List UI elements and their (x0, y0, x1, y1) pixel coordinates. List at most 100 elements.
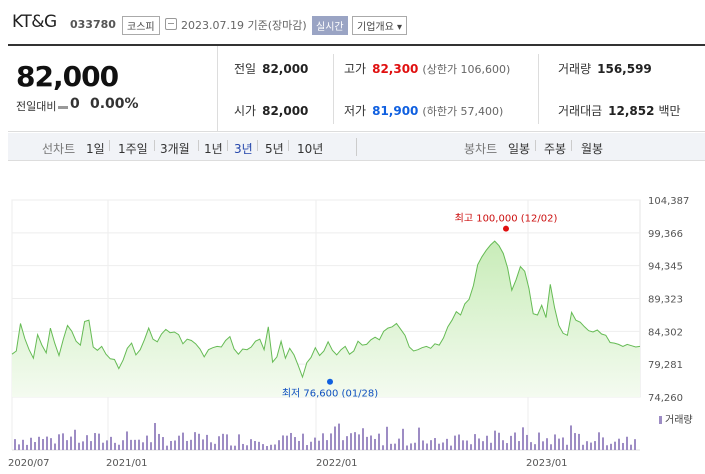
volume-bar (194, 432, 196, 450)
volume-bar (206, 434, 208, 450)
volume-bar (362, 428, 364, 450)
volume-bar (582, 444, 584, 450)
volume-bar (242, 443, 244, 450)
volume-bar (294, 437, 296, 450)
volume-bar (554, 434, 556, 450)
volume-bar (618, 438, 620, 450)
period-5y[interactable]: 5년 (265, 142, 284, 156)
high-marker (503, 225, 509, 232)
volume-bar (106, 440, 108, 450)
volume-bar (78, 442, 80, 450)
period-weekly[interactable]: 주봉 (544, 142, 567, 156)
volume-bar (202, 439, 204, 450)
volume-bar (22, 439, 24, 450)
volume-bar (326, 440, 328, 450)
price-area (12, 241, 640, 397)
volume-bar (538, 432, 540, 450)
company-overview-button[interactable]: 기업개요 ▾ (352, 16, 407, 35)
y-tick-label: 104,387 (648, 196, 689, 207)
volume-bar (482, 441, 484, 450)
volume-bar (506, 443, 508, 450)
period-1d[interactable]: 1일 (86, 142, 105, 156)
volume-bar (510, 435, 512, 450)
volume-bar (302, 433, 304, 450)
change-label: 전일대비 (16, 98, 70, 114)
volume-bar (90, 441, 92, 450)
volume-bar (390, 443, 392, 450)
volume-bar (514, 432, 516, 450)
volume-bar (602, 437, 604, 450)
volume-bar (338, 423, 340, 450)
period-monthly[interactable]: 월봉 (581, 142, 604, 156)
period-3y[interactable]: 3년 (234, 142, 253, 156)
realtime-button[interactable]: 실시간 (312, 16, 348, 35)
volume-bar (282, 435, 284, 450)
volume-bar (606, 445, 608, 450)
volume-bar (74, 429, 76, 450)
volume-bar (234, 445, 236, 450)
volume-bar (334, 426, 336, 450)
volume-bar (190, 439, 192, 450)
volume-bar (346, 436, 348, 450)
high-price: 고가 82,300 (상한가 106,600) (344, 62, 511, 76)
header-divider (8, 44, 705, 46)
volume-bar (426, 443, 428, 450)
volume-bar (306, 445, 308, 450)
period-10y[interactable]: 10년 (297, 142, 324, 156)
period-divider (571, 140, 572, 151)
volume-bar (66, 440, 68, 450)
period-divider (257, 140, 258, 151)
volume-bar (478, 438, 480, 450)
period-divider (154, 140, 155, 151)
volume-bar (230, 445, 232, 450)
volume-bar (454, 435, 456, 450)
volume-bar (70, 436, 72, 450)
volume-bar (490, 442, 492, 450)
volume-bar (274, 444, 276, 450)
period-divider (288, 140, 289, 151)
volume-bar (458, 434, 460, 450)
price-chart-svg: 104,387 99,366 94,345 89,323 84,302 79,281 74,… (8, 196, 693, 469)
volume-bar (150, 442, 152, 450)
market-badge: 코스피 (122, 16, 160, 35)
x-tick-label: 2021/01 (106, 458, 148, 469)
price-line (11, 240, 641, 379)
calendar-icon (165, 18, 177, 30)
volume-bar (50, 438, 52, 450)
volume-bar (422, 440, 424, 450)
volume-bar (118, 444, 120, 450)
volume-bar (578, 433, 580, 450)
stock-header: KT&G 033780 코스피 2023.07.19 기준(장마감) 실시간 기… (0, 0, 705, 46)
volume-bar (254, 441, 256, 450)
period-3m[interactable]: 3개월 (160, 142, 190, 156)
volume-bar (438, 443, 440, 450)
volume-bar (94, 433, 96, 450)
period-1w[interactable]: 1주일 (118, 142, 148, 156)
volume-bar (146, 435, 148, 450)
volume-bar (622, 442, 624, 450)
volume-bar (162, 437, 164, 450)
volume-bar (446, 438, 448, 450)
volume-bar (386, 426, 388, 450)
volume-bar (534, 444, 536, 450)
change-value: 0 (70, 96, 80, 112)
volume-bar (598, 432, 600, 450)
volume-bar (142, 442, 144, 450)
volume-bar (82, 441, 84, 450)
volume-bar (214, 443, 216, 450)
period-selector: 선차트 1일 1주일 3개월 1년 3년 5년 10년 봉차트 일봉 주봉 월봉 (8, 133, 705, 161)
summary-divider (538, 54, 539, 124)
volume-bar (134, 439, 136, 450)
volume-legend-label: 거래량 (665, 414, 693, 426)
price-chart[interactable]: 104,387 99,366 94,345 89,323 84,302 79,281 74,… (0, 160, 705, 470)
volume-bar (198, 433, 200, 450)
volume-bar (246, 445, 248, 450)
x-tick-label: 2022/01 (316, 458, 358, 469)
period-daily[interactable]: 일봉 (508, 142, 531, 156)
period-1y[interactable]: 1년 (204, 142, 223, 156)
volume-bar (350, 433, 352, 450)
volume-bar (174, 440, 176, 450)
volume-bar (366, 436, 368, 450)
volume-legend-swatch (659, 416, 662, 424)
volume-bar (42, 439, 44, 450)
